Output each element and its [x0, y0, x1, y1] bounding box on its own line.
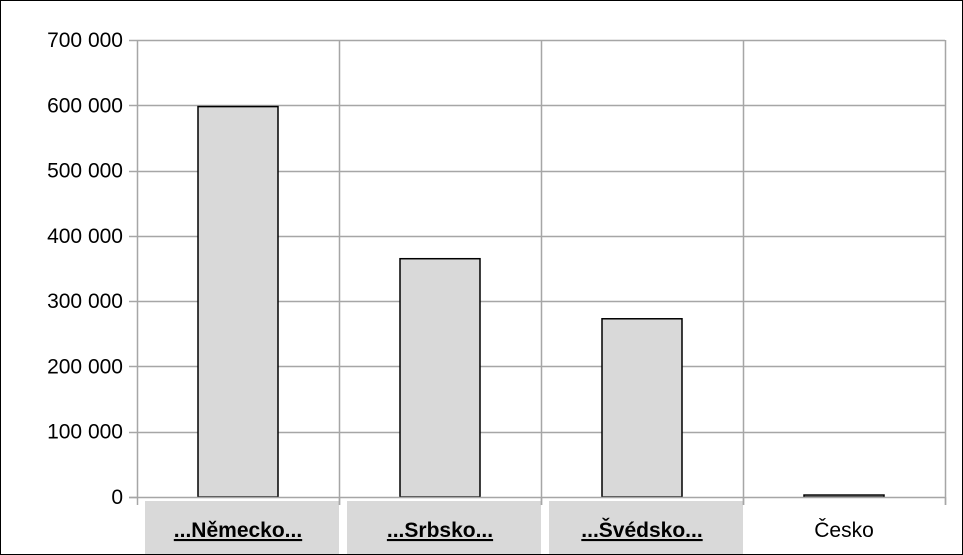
y-tick-label: 100 000 — [47, 421, 123, 444]
y-tick-label: 0 — [111, 486, 123, 509]
x-tick-label: ...Německo... — [174, 519, 302, 542]
y-tick-label: 300 000 — [47, 290, 123, 313]
bar — [803, 494, 885, 498]
x-tick-label: Česko — [814, 519, 874, 542]
y-tick-label: 500 000 — [47, 160, 123, 183]
bar — [197, 105, 279, 498]
category-highlight — [549, 501, 743, 554]
bars — [197, 105, 885, 498]
bar — [399, 257, 481, 498]
y-tick-label: 700 000 — [47, 29, 123, 52]
x-tick-label: ...Švédsko... — [581, 518, 702, 542]
y-tick-label: 200 000 — [47, 355, 123, 378]
y-tick-labels: 0 100 000 200 000 300 000 400 000 500 000 600 … — [47, 29, 123, 509]
category-highlight — [347, 501, 541, 554]
bar — [601, 318, 683, 498]
x-tick-label: ...Srbsko... — [387, 519, 493, 542]
category-highlight — [145, 501, 339, 554]
y-tick-label: 600 000 — [47, 94, 123, 117]
axes — [129, 39, 947, 505]
category-highlights — [145, 501, 743, 554]
x-tick-labels: ...Německo... ...Srbsko... ...Švédsko... Če… — [174, 518, 874, 542]
y-tick-label: 400 000 — [47, 225, 123, 248]
